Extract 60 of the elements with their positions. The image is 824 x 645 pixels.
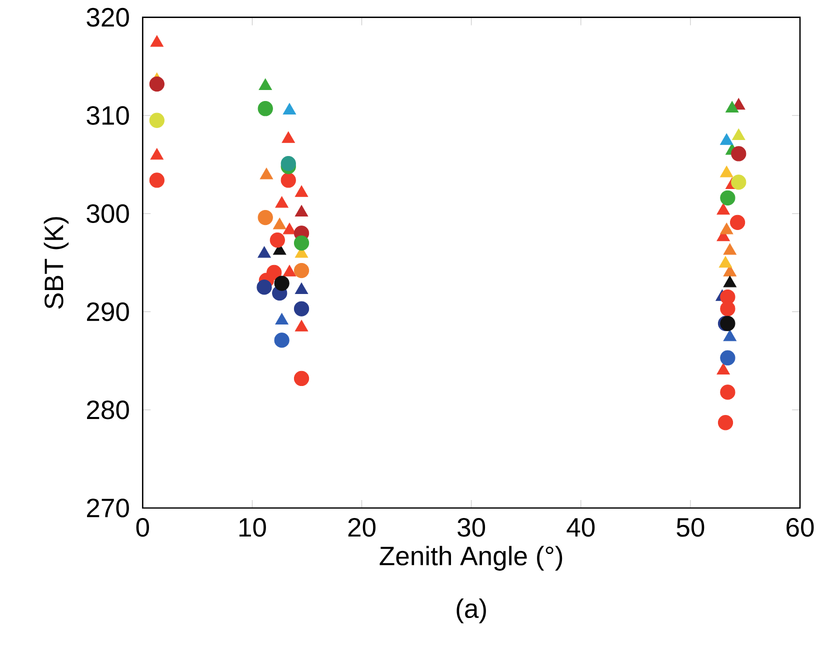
point	[730, 214, 746, 230]
point	[280, 156, 296, 171]
point	[273, 218, 286, 230]
y-tick-label: 320	[86, 8, 129, 27]
point	[716, 202, 730, 214]
x-axis-title: Zenith Angle (°)	[380, 546, 562, 571]
point	[270, 232, 285, 248]
point	[732, 128, 746, 140]
point	[258, 78, 272, 90]
point	[274, 276, 290, 291]
x-tick-label: 20	[348, 518, 376, 537]
y-tick-label: 310	[86, 106, 129, 125]
y-tick-label: 300	[86, 204, 129, 223]
point	[275, 312, 288, 324]
point	[718, 256, 732, 268]
point	[294, 185, 308, 197]
x-tick-label: 10	[239, 518, 266, 537]
point	[260, 168, 274, 180]
point	[266, 264, 282, 280]
point	[256, 279, 272, 295]
point	[282, 222, 296, 234]
point	[294, 235, 310, 250]
point	[723, 276, 736, 288]
text: (a)	[456, 598, 486, 624]
point	[725, 100, 739, 112]
point	[723, 330, 736, 342]
point	[294, 370, 310, 386]
point	[720, 350, 736, 366]
point	[274, 332, 290, 348]
point	[720, 222, 734, 234]
point	[282, 264, 296, 276]
x-tick-label: 40	[566, 518, 595, 537]
y-axis-title: SBT (K)	[44, 216, 69, 309]
y-tick-label: 290	[87, 302, 129, 321]
point	[150, 35, 164, 47]
point	[718, 414, 734, 430]
point	[731, 174, 746, 190]
point	[294, 301, 310, 316]
point	[720, 384, 736, 400]
point	[275, 196, 288, 208]
point	[720, 190, 736, 206]
point	[720, 166, 734, 178]
x-tick-label: 60	[786, 518, 814, 537]
y-tick-label: 280	[87, 400, 129, 420]
point	[720, 133, 734, 145]
x-tick-label: 50	[676, 518, 704, 537]
x-tick-label: 0	[136, 518, 150, 537]
point	[150, 148, 164, 160]
point	[294, 320, 308, 332]
point	[258, 210, 273, 225]
point	[720, 301, 736, 316]
x-tick-label: 30	[458, 518, 486, 537]
point	[294, 262, 310, 278]
y-tick-label: 270	[87, 498, 129, 518]
point	[258, 246, 271, 258]
point	[723, 243, 736, 255]
point	[282, 131, 295, 143]
point	[294, 282, 308, 294]
point	[294, 204, 308, 216]
point	[282, 102, 296, 114]
